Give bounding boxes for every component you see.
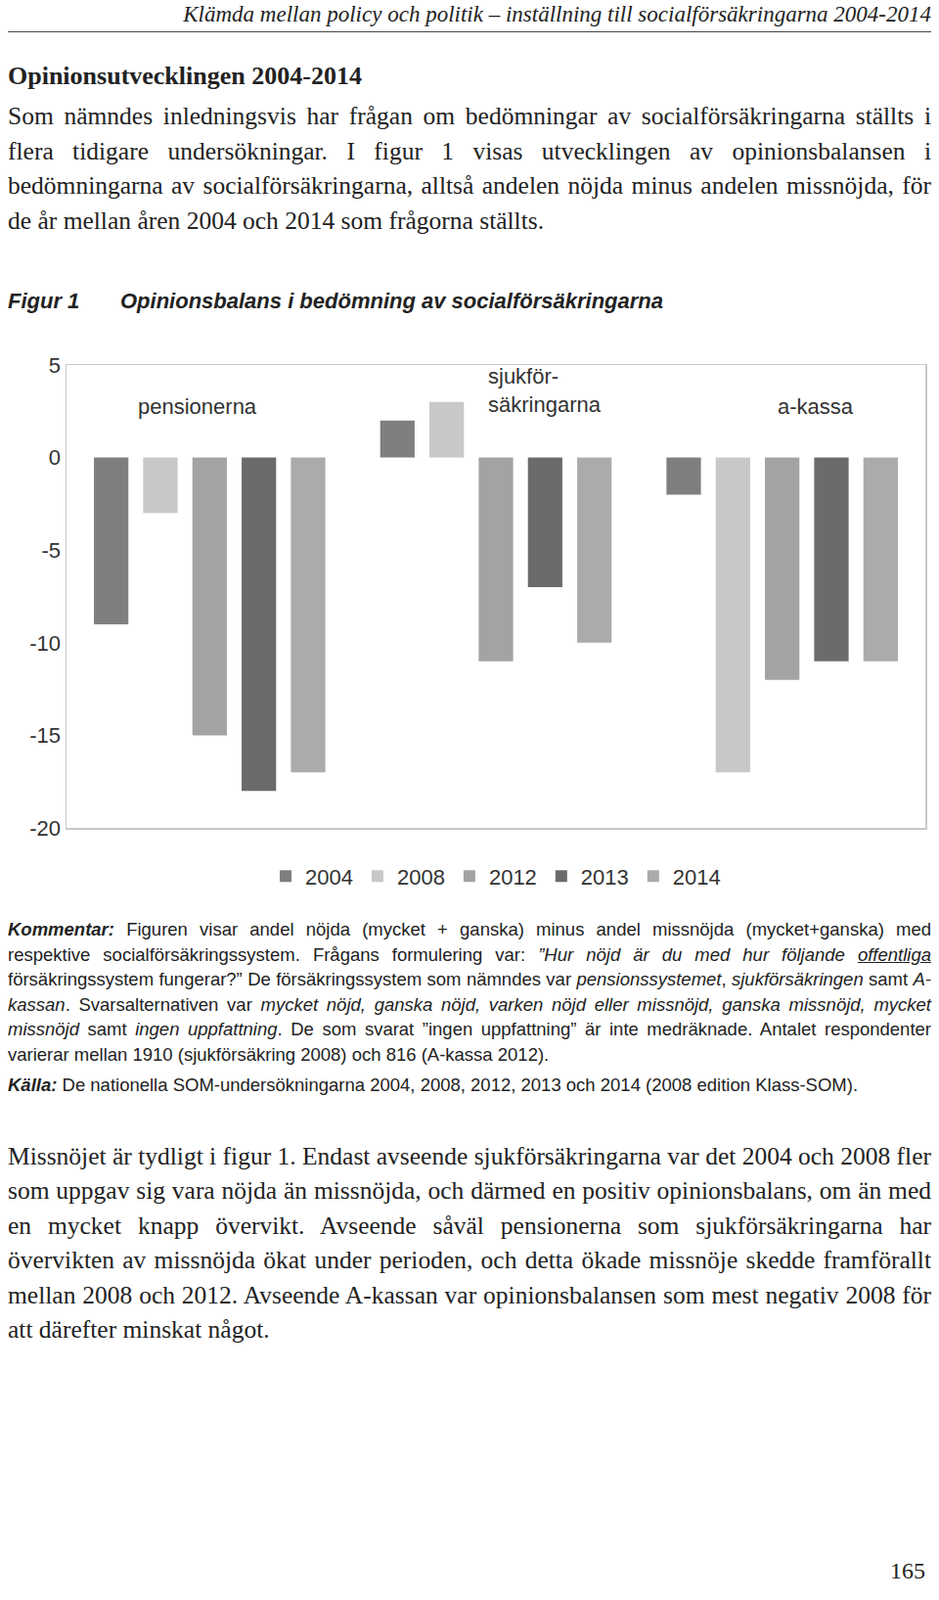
svg-text:-15: -15 bbox=[29, 722, 61, 748]
html-text:Opinionsutvecklingen 2004-2014: Opinionsutvecklingen 2004-2014 bbox=[7, 61, 362, 90]
svg-text:0: 0 bbox=[48, 445, 61, 470]
svg-text:-5: -5 bbox=[42, 537, 62, 563]
html-text:Figur 1: Figur 1 bbox=[7, 288, 80, 313]
html-text:165: 165 bbox=[890, 1557, 926, 1583]
html-text:Opinionsbalans i bedömning av: Opinionsbalans i bedömning av socialförs… bbox=[120, 288, 664, 313]
html-text:Källa: De nationella SOM-under: Källa: De nationella SOM-undersökningarn… bbox=[7, 1073, 858, 1095]
svg-text:a-kassa: a-kassa bbox=[777, 394, 854, 419]
html-text:Som nämndes inledningsvis har: Som nämndes inledningsvis har frågan om … bbox=[7, 101, 932, 235]
svg-text:-10: -10 bbox=[29, 630, 61, 656]
svg-text:5: 5 bbox=[48, 353, 61, 378]
svg-text:2013: 2013 bbox=[581, 864, 629, 890]
svg-text:2014: 2014 bbox=[672, 864, 721, 890]
html-text:försäkringssystem fungerar?” D: försäkringssystem fungerar?” De försäkri… bbox=[7, 968, 932, 1064]
svg-text:2004: 2004 bbox=[305, 864, 354, 890]
html-text:Kommentar: Figuren visar andel: Kommentar: Figuren visar andel nöjda (my… bbox=[7, 918, 932, 964]
svg-text:sjukför-säkringarna: sjukför-säkringarna bbox=[488, 363, 602, 417]
svg-text:pensionerna: pensionerna bbox=[137, 394, 258, 419]
svg-text:2008: 2008 bbox=[397, 864, 446, 890]
svg-text:-20: -20 bbox=[29, 815, 61, 841]
html-text:Klämda mellan policy och polit: Klämda mellan policy och politik – instä… bbox=[183, 1, 932, 27]
svg-text:2012: 2012 bbox=[489, 864, 537, 890]
html-text:Missnöjet är tydligt i figur 1: Missnöjet är tydligt i figur 1. Endast a… bbox=[7, 1140, 932, 1343]
